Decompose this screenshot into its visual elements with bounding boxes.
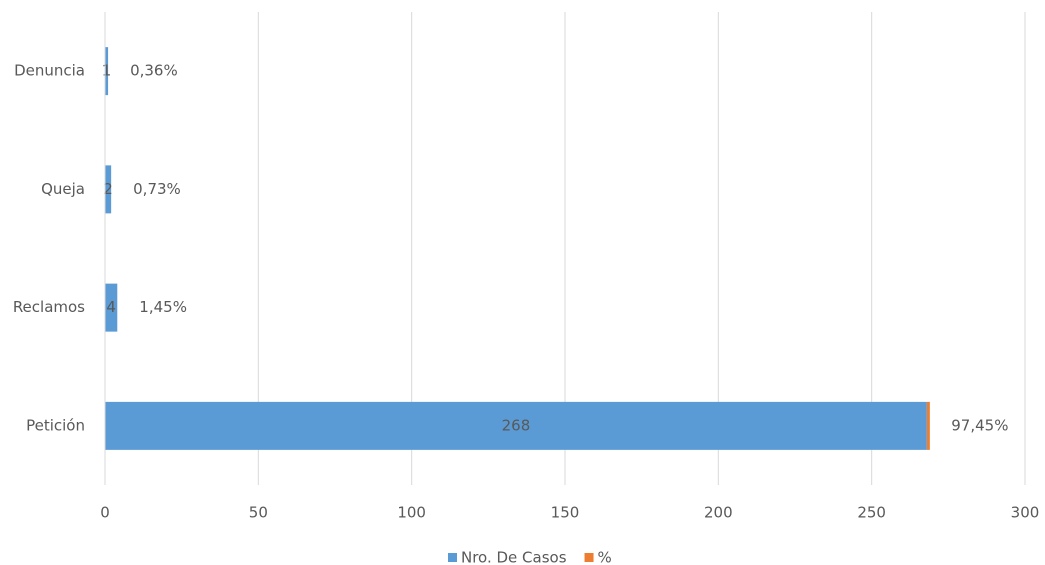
x-tick-label: 50 — [249, 504, 268, 522]
y-tick-label: Queja — [41, 180, 85, 198]
legend-label: Nro. De Casos — [461, 549, 567, 565]
bar-segment — [105, 283, 118, 332]
bar-segment — [105, 47, 109, 96]
x-tick-label: 0 — [100, 504, 110, 522]
data-label: 4 — [106, 298, 116, 316]
x-tick-label: 100 — [397, 504, 426, 522]
data-label: 1 — [102, 62, 112, 80]
legend-swatch — [584, 553, 594, 562]
legend-swatch — [448, 553, 457, 562]
x-tick-label: 150 — [551, 504, 580, 522]
y-tick-label: Reclamos — [13, 298, 85, 316]
y-tick-label: Petición — [26, 416, 85, 434]
bar-segment — [926, 401, 930, 450]
y-tick-label: Denuncia — [14, 62, 85, 80]
data-label: 2 — [103, 180, 113, 198]
bar-segment — [105, 165, 112, 214]
data-label: 1,45% — [139, 298, 187, 316]
x-tick-label: 300 — [1011, 504, 1040, 522]
x-tick-label: 200 — [704, 504, 733, 522]
x-tick-label: 250 — [857, 504, 886, 522]
data-label: 97,45% — [951, 416, 1008, 434]
data-label: 0,36% — [130, 62, 178, 80]
bar-segment — [105, 401, 927, 450]
data-label: 268 — [502, 416, 531, 434]
data-label: 0,73% — [133, 180, 181, 198]
legend-label: % — [598, 549, 612, 565]
